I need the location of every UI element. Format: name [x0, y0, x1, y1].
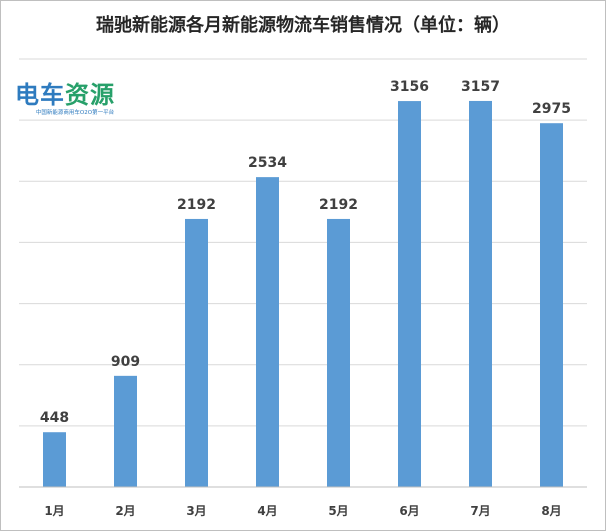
x-tick-label: 8月	[541, 504, 561, 518]
bar	[398, 101, 421, 487]
x-tick-labels: 1月 2月 3月 4月 5月 6月 7月 8月	[44, 504, 561, 518]
bar	[469, 100, 492, 487]
chart-title: 瑞驰新能源各月新能源物流车销售情况（单位：辆）	[96, 15, 510, 36]
logo-text-part2: 资源	[65, 81, 115, 109]
bar	[185, 218, 208, 487]
bar	[256, 177, 279, 488]
data-labels: 448 909 2192 2534 2192 3156 3157 2975	[40, 79, 571, 426]
x-tick-label: 2月	[115, 504, 135, 518]
logo-wordmark: 电车资源	[15, 75, 115, 110]
gridlines	[19, 58, 587, 427]
x-tick-label: 6月	[399, 504, 419, 518]
bars	[43, 100, 563, 488]
data-label: 3156	[390, 79, 429, 95]
x-tick-label: 5月	[328, 504, 348, 518]
brand-logo: 电车资源 中国新能源商用车O2O第一平台	[15, 75, 135, 121]
data-label: 2534	[248, 155, 287, 171]
bar	[540, 123, 563, 487]
logo-tagline: 中国新能源商用车O2O第一平台	[35, 110, 115, 116]
data-label: 2192	[319, 197, 358, 213]
data-label: 909	[111, 354, 140, 370]
x-tick-label: 1月	[44, 504, 64, 518]
bar	[327, 218, 350, 487]
data-label: 2192	[177, 197, 216, 213]
x-tick-label: 3月	[186, 504, 206, 518]
x-tick-label: 4月	[257, 504, 277, 518]
logo-text-part1: 电车	[15, 81, 65, 109]
bar	[43, 432, 66, 487]
data-label: 2975	[532, 101, 571, 117]
x-tick-label: 7月	[470, 504, 490, 518]
data-label: 3157	[461, 79, 500, 95]
data-label: 448	[40, 410, 69, 426]
bar	[114, 375, 137, 487]
